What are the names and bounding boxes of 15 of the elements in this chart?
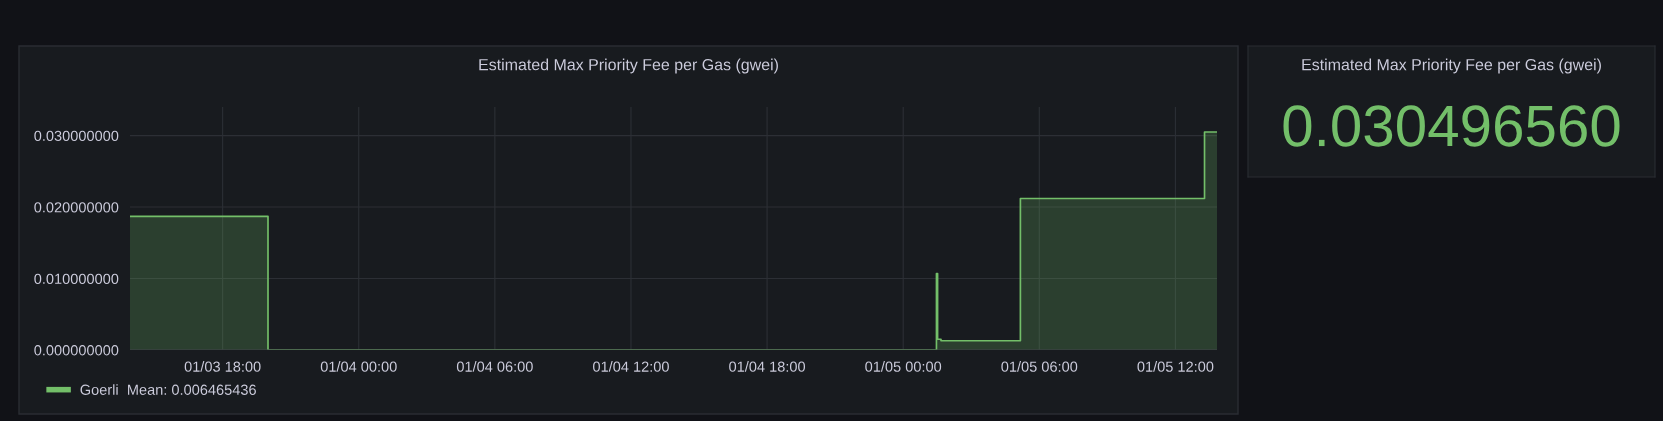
y-tick-label: 0.020000000 bbox=[34, 202, 119, 213]
x-tick-label: 01/04 18:00 bbox=[729, 361, 806, 372]
chart-title: Estimated Max Priority Fee per Gas (gwei) bbox=[479, 58, 778, 74]
x-tick-label: 01/04 06:00 bbox=[456, 361, 533, 372]
y-tick-label: 0.030000000 bbox=[34, 130, 119, 142]
x-tick-label: 01/05 00:00 bbox=[865, 361, 942, 372]
x-tick-label: 01/05 12:00 bbox=[1137, 361, 1214, 372]
y-tick-label: 0.010000000 bbox=[34, 273, 119, 284]
x-tick-label: 01/05 06:00 bbox=[1001, 361, 1078, 372]
y-tick-label: 0.000000000 bbox=[34, 345, 119, 356]
legend-label: Goerli bbox=[80, 384, 118, 395]
x-tick-label: 01/04 00:00 bbox=[320, 361, 397, 372]
x-tick-label: 01/04 12:00 bbox=[593, 361, 669, 372]
text: Mean: 0.006465436 bbox=[128, 384, 256, 395]
x-tick-label: 01/03 18:00 bbox=[184, 361, 261, 372]
